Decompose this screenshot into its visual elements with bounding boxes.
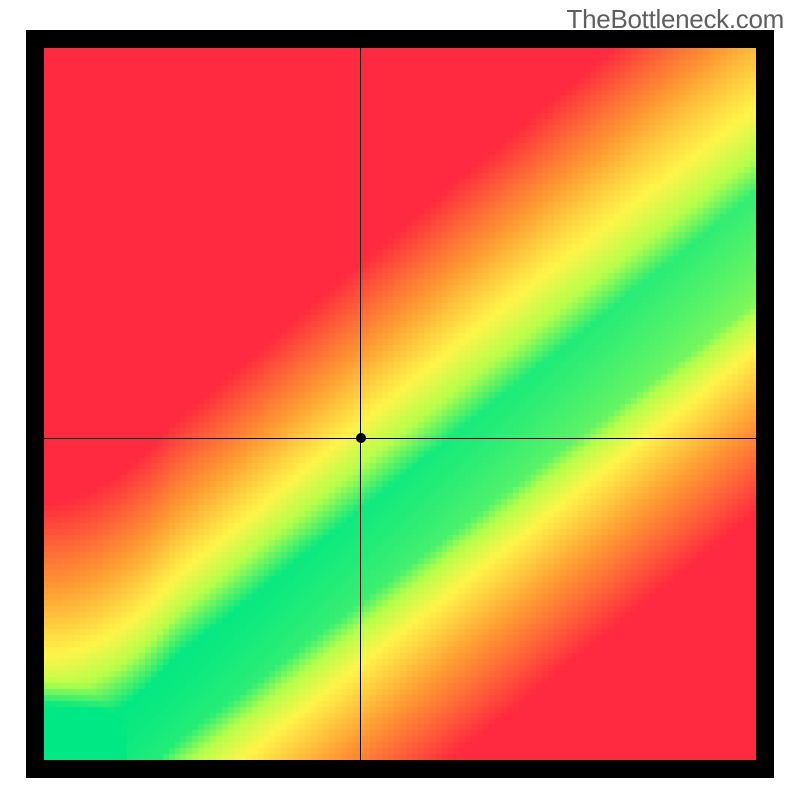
crosshair-dot bbox=[356, 433, 366, 443]
watermark-text: TheBottleneck.com bbox=[567, 4, 784, 35]
chart-frame bbox=[26, 30, 774, 778]
bottleneck-heatmap bbox=[44, 48, 756, 760]
page-root: TheBottleneck.com bbox=[0, 0, 800, 800]
